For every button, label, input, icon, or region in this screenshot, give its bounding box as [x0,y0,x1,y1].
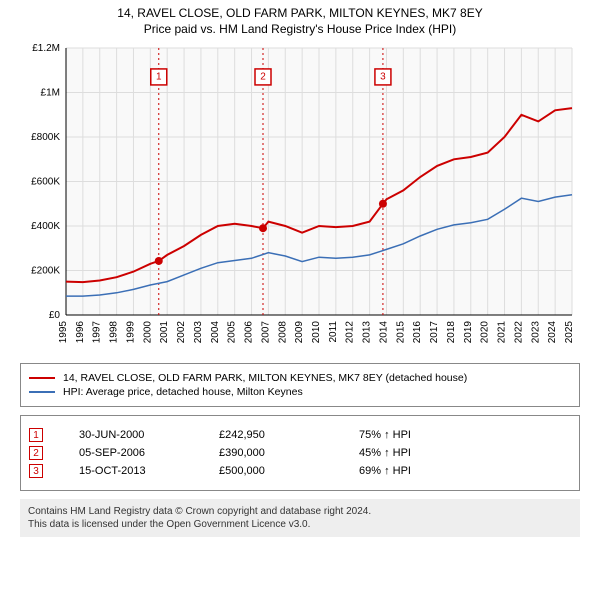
data-attribution: Contains HM Land Registry data © Crown c… [20,499,580,537]
svg-text:£600K: £600K [31,177,60,188]
title-line-2: Price paid vs. HM Land Registry's House … [0,22,600,36]
svg-text:2005: 2005 [227,321,238,344]
chart-titles: 14, RAVEL CLOSE, OLD FARM PARK, MILTON K… [0,0,600,38]
sale-marker: 1 [29,428,43,442]
svg-text:2024: 2024 [547,321,558,344]
legend-item: HPI: Average price, detached house, Milt… [29,386,571,398]
sale-delta: 69% ↑ HPI [359,465,571,477]
chart-container: £0 £200K £400K £600K £800K £1M £1.2M 1995 1996 19… [20,42,580,357]
svg-text:£400K: £400K [31,221,60,232]
title-line-1: 14, RAVEL CLOSE, OLD FARM PARK, MILTON K… [0,6,600,20]
svg-text:2015: 2015 [395,321,406,344]
sale-delta: 45% ↑ HPI [359,447,571,459]
sale-row: 2 05-SEP-2006 £390,000 45% ↑ HPI [29,446,571,460]
svg-text:2007: 2007 [260,321,271,344]
sale-row: 3 15-OCT-2013 £500,000 69% ↑ HPI [29,464,571,478]
svg-text:2013: 2013 [362,321,373,344]
sale-delta: 75% ↑ HPI [359,429,571,441]
svg-text:2023: 2023 [530,321,541,344]
sale-row: 1 30-JUN-2000 £242,950 75% ↑ HPI [29,428,571,442]
svg-text:1997: 1997 [92,321,103,344]
sale-price: £390,000 [219,447,359,459]
sale-marker-num: 2 [33,448,39,459]
legend-label: HPI: Average price, detached house, Milt… [63,386,303,398]
svg-text:2014: 2014 [378,321,389,344]
svg-text:2025: 2025 [564,321,575,344]
svg-text:2017: 2017 [429,321,440,344]
svg-text:2008: 2008 [277,321,288,344]
sale-marker: 3 [29,464,43,478]
footer-line: This data is licensed under the Open Gov… [28,518,572,531]
svg-text:2003: 2003 [193,321,204,344]
legend: 14, RAVEL CLOSE, OLD FARM PARK, MILTON K… [20,363,580,407]
svg-text:£200K: £200K [31,266,60,277]
sale-date: 30-JUN-2000 [79,429,219,441]
sale-date: 05-SEP-2006 [79,447,219,459]
legend-label: 14, RAVEL CLOSE, OLD FARM PARK, MILTON K… [63,372,467,384]
svg-text:1999: 1999 [125,321,136,344]
footer-line: Contains HM Land Registry data © Crown c… [28,505,572,518]
legend-swatch [29,391,55,393]
svg-text:2019: 2019 [463,321,474,344]
svg-text:3: 3 [380,71,386,82]
sale-price: £242,950 [219,429,359,441]
svg-text:2016: 2016 [412,321,423,344]
svg-text:2012: 2012 [345,321,356,344]
legend-item: 14, RAVEL CLOSE, OLD FARM PARK, MILTON K… [29,372,571,384]
svg-text:1996: 1996 [75,321,86,344]
svg-text:2010: 2010 [311,321,322,344]
svg-text:2002: 2002 [176,321,187,344]
svg-text:£800K: £800K [31,132,60,143]
svg-text:1995: 1995 [58,321,69,344]
sale-marker: 2 [29,446,43,460]
svg-text:2001: 2001 [159,321,170,344]
svg-text:2: 2 [260,71,266,82]
sale-date: 15-OCT-2013 [79,465,219,477]
sale-marker-num: 1 [33,430,39,441]
legend-swatch [29,377,55,379]
svg-text:2020: 2020 [480,321,491,344]
line-chart: £0 £200K £400K £600K £800K £1M £1.2M 1995 1996 19… [20,42,580,357]
svg-text:£1M: £1M [41,88,60,99]
svg-text:2022: 2022 [513,321,524,344]
svg-text:2021: 2021 [497,321,508,344]
svg-text:2004: 2004 [210,321,221,344]
svg-text:1998: 1998 [109,321,120,344]
svg-text:2018: 2018 [446,321,457,344]
svg-text:2011: 2011 [328,321,339,343]
svg-text:2009: 2009 [294,321,305,344]
svg-text:2000: 2000 [142,321,153,344]
svg-text:£1.2M: £1.2M [32,43,60,54]
svg-text:2006: 2006 [244,321,255,344]
sales-table: 1 30-JUN-2000 £242,950 75% ↑ HPI 2 05-SE… [20,415,580,491]
sale-marker-num: 3 [33,466,39,477]
svg-text:1: 1 [156,71,162,82]
svg-text:£0: £0 [49,310,61,321]
sale-price: £500,000 [219,465,359,477]
